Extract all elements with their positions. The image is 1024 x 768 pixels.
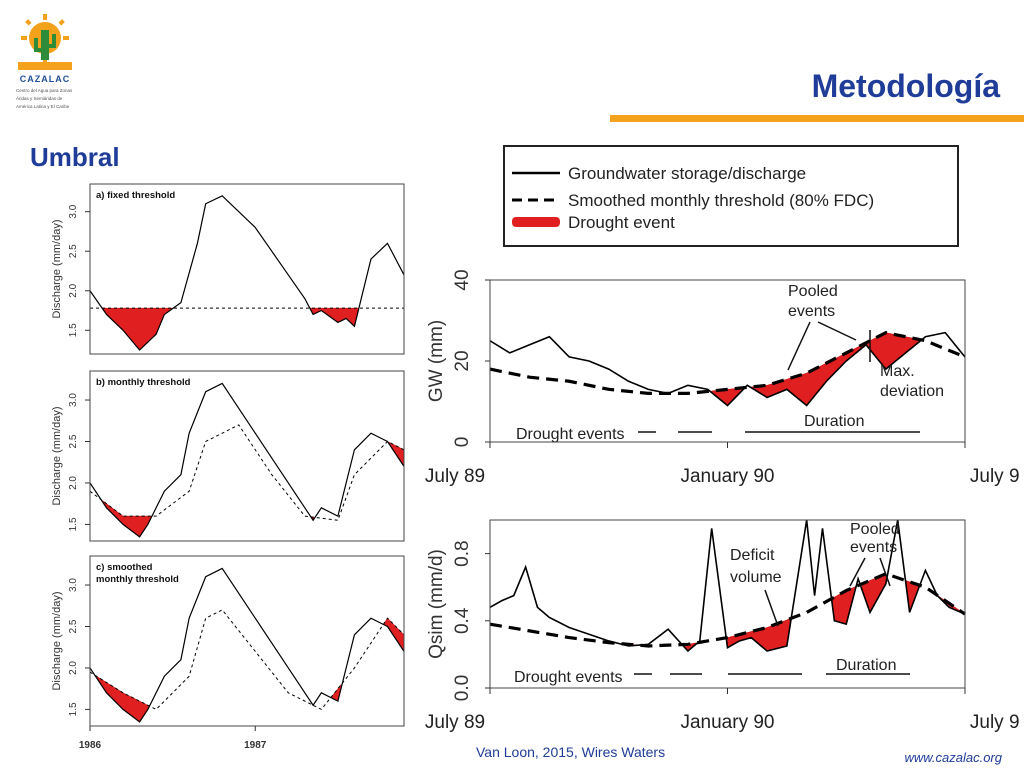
annotation-pooled-line2: events <box>788 303 835 320</box>
pooled-arrow-1 <box>787 321 811 371</box>
brand-tagline-line3: América Latina y El Caribe <box>16 104 70 109</box>
pooled-arrow-2 <box>879 557 891 587</box>
x-tick-label-1: January 90 <box>680 712 774 733</box>
annotation-pooled-line1: Pooled <box>788 283 838 300</box>
observed-line <box>89 195 405 351</box>
threshold-line <box>489 330 966 395</box>
annotation-deficit-line1: Deficit <box>730 547 775 564</box>
y-tick-label-0: 1.5 <box>68 517 79 531</box>
x-tick-label-0: 1986 <box>79 740 102 751</box>
y-tick-label-1: 2.0 <box>68 283 79 297</box>
y-axis-label: Qsim (mm/d) <box>426 549 447 659</box>
y-tick-label-3: 3.0 <box>68 393 79 407</box>
panel-monthly-threshold: 1.5 2.0 2.5 3.0 Discharge (mm/day) b) monthly… <box>51 370 405 542</box>
cazalac-logo: CAZALAC Centro del Agua para Zonas Árida… <box>14 12 76 122</box>
deficit-arrow <box>764 589 779 627</box>
y-tick-label-3: 3.0 <box>68 204 79 218</box>
panel-title: a) fixed threshold <box>96 190 175 201</box>
y-tick-label-1: 20 <box>452 350 473 371</box>
y-tick-label-2: 0.8 <box>452 540 473 566</box>
y-tick-label-0: 1.5 <box>68 702 79 716</box>
brand-name: CAZALAC <box>19 74 71 84</box>
brand-tagline-line2: Áridas y Semiáridas de <box>16 96 63 101</box>
panel-groundwater: 0 20 40 GW (mm) July 89 January 90 July 90 Pool… <box>425 269 1020 487</box>
y-axis-label: Discharge (mm/day) <box>51 406 63 505</box>
y-tick-label-2: 2.5 <box>68 619 79 633</box>
y-tick-label-2: 2.5 <box>68 434 79 448</box>
threshold-line <box>489 572 966 648</box>
y-tick-label-0: 1.5 <box>68 323 79 337</box>
legend-label-drought: Drought event <box>568 213 675 232</box>
page-title: Metodología <box>811 68 1000 104</box>
panel-fixed-threshold: 1.5 2.0 2.5 3.0 Discharge (mm/day) a) fixed t… <box>51 183 405 355</box>
y-tick-label-2: 2.5 <box>68 244 79 258</box>
y-tick-label-1: 0.4 <box>452 607 473 634</box>
title-underline <box>610 115 1024 122</box>
legend-swatch-drought <box>512 217 560 227</box>
y-axis-label: Discharge (mm/day) <box>51 219 63 318</box>
observed-line <box>89 382 405 538</box>
threshold-panels: 1.5 2.0 2.5 3.0 Discharge (mm/day) a) fixed t… <box>51 183 405 751</box>
legend-label-threshold: Smoothed monthly threshold (80% FDC) <box>568 191 874 210</box>
annotation-max-line2: deviation <box>880 383 944 400</box>
plot-frame <box>89 183 405 355</box>
threshold-line <box>89 424 405 521</box>
observed-line <box>489 331 966 407</box>
pooled-arrow-2 <box>817 321 857 341</box>
y-tick-label-1: 2.0 <box>68 476 79 490</box>
x-tick-label-0: July 89 <box>425 712 485 733</box>
drought-event-0 <box>102 307 173 351</box>
annotation-max-line1: Max. <box>880 363 915 380</box>
plot-frame <box>89 555 405 727</box>
annotation-duration: Duration <box>836 657 896 674</box>
x-tick-label-0: July 89 <box>425 466 485 487</box>
annotation-duration: Duration <box>804 413 864 430</box>
panel-smoothed-monthly-threshold: 1.5 2.0 2.5 3.0 Discharge (mm/day) c) smoothe… <box>51 555 405 751</box>
section-subtitle: Umbral <box>30 142 120 172</box>
y-tick-label-1: 2.0 <box>68 661 79 675</box>
panel-title-line1: c) smoothed <box>96 562 153 573</box>
x-tick-label-1: January 90 <box>680 466 774 487</box>
x-tick-label-1: 1987 <box>244 740 267 751</box>
panel-title-line2: monthly threshold <box>96 574 179 585</box>
observed-line <box>89 567 405 723</box>
annotation-drought-events: Drought events <box>516 426 625 443</box>
drought-event-0 <box>94 674 150 722</box>
annotation-pooled-line1: Pooled <box>850 521 900 538</box>
x-tick-label-2: July 90 <box>970 712 1020 733</box>
x-tick-label-2: July 90 <box>970 466 1020 487</box>
observed-line <box>489 519 966 653</box>
panel-title: b) monthly threshold <box>96 377 191 388</box>
legend-label-groundwater: Groundwater storage/discharge <box>568 164 806 183</box>
citation: Van Loon, 2015, Wires Waters <box>476 744 666 760</box>
y-axis-label: Discharge (mm/day) <box>51 591 63 690</box>
annotation-pooled-line2: events <box>850 539 897 556</box>
annotation-drought-events: Drought events <box>514 669 623 686</box>
y-axis-label: GW (mm) <box>426 320 447 402</box>
plot-frame <box>89 370 405 542</box>
y-tick-label-0: 0.0 <box>452 675 473 701</box>
annotation-deficit-line2: volume <box>730 569 782 586</box>
drought-analysis-charts: Groundwater storage/discharge Smoothed m… <box>425 145 1020 733</box>
brand-tagline-line1: Centro del Agua para Zonas <box>16 88 73 93</box>
website-link[interactable]: www.cazalac.org <box>904 750 1002 765</box>
y-tick-label-3: 3.0 <box>68 578 79 592</box>
y-tick-label-2: 40 <box>452 269 473 290</box>
threshold-line <box>89 609 405 711</box>
y-tick-label-0: 0 <box>452 437 473 448</box>
pooled-arrow-1 <box>849 557 866 587</box>
sun-cactus-icon <box>18 14 72 70</box>
legend: Groundwater storage/discharge Smoothed m… <box>503 145 959 247</box>
